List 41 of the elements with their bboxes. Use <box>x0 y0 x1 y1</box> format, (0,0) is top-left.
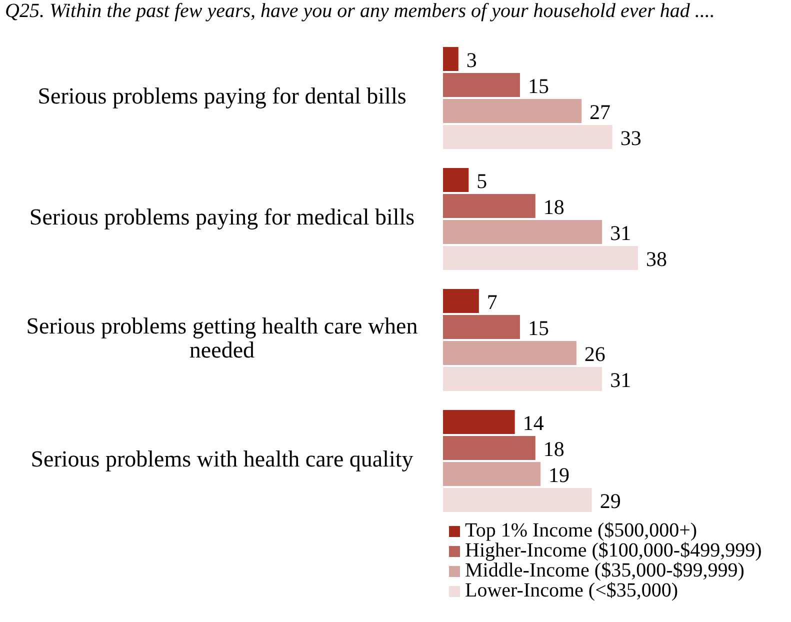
y-tick-label: Serious problems paying for dental bills <box>38 83 406 108</box>
chart-title: Q25. Within the past few years, have you or any members of your household ever had .... <box>5 0 715 22</box>
bar <box>443 488 592 512</box>
bar <box>443 410 515 434</box>
bar <box>443 462 540 486</box>
bar <box>443 47 458 71</box>
data-label: 14 <box>522 410 544 435</box>
bar <box>443 341 576 365</box>
data-label: 38 <box>646 246 667 271</box>
bar <box>443 99 582 123</box>
y-tick-label: Serious problems paying for medical bills <box>29 204 415 230</box>
data-label: 18 <box>543 194 564 219</box>
data-label: 18 <box>543 436 564 461</box>
data-label: 29 <box>600 488 621 513</box>
data-label: 3 <box>466 48 477 72</box>
data-label: 19 <box>548 462 570 487</box>
data-label: 27 <box>590 100 611 124</box>
bar <box>443 125 612 149</box>
data-label: 33 <box>620 126 642 150</box>
bar <box>443 436 536 460</box>
data-label: 7 <box>486 290 498 314</box>
legend-label: Top 1% Income ($500,000+) <box>465 520 698 542</box>
legend-label: Middle-Income ($35,000-$99,999) <box>465 560 744 582</box>
data-label: 15 <box>528 316 549 340</box>
data-label: 31 <box>610 368 632 392</box>
bar <box>443 220 602 244</box>
bar <box>443 73 520 97</box>
y-tick-label: Serious problems with health care quality <box>30 446 414 472</box>
legend-label: Higher-Income ($100,000-$499,999) <box>465 540 762 562</box>
bar <box>443 246 638 270</box>
legend-label: Lower-Income (<$35,000) <box>465 580 678 602</box>
bar <box>443 289 479 313</box>
data-label: 26 <box>584 342 606 366</box>
y-tick-label: Serious problems getting health care when needed <box>26 313 418 362</box>
bar <box>443 315 520 339</box>
data-label: 31 <box>610 220 632 245</box>
bar <box>443 168 469 192</box>
data-label: 5 <box>476 168 488 193</box>
bar <box>443 367 602 391</box>
data-label: 15 <box>528 74 549 98</box>
bar <box>443 194 536 218</box>
